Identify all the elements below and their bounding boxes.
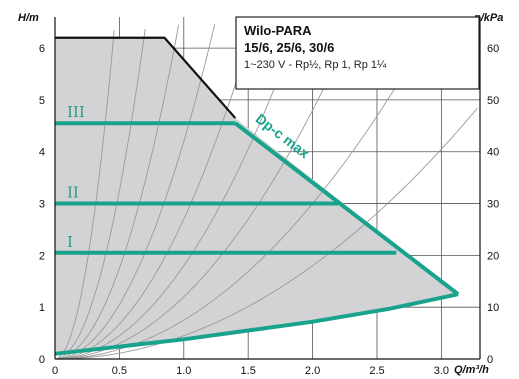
y-left-tick-label: 5	[39, 95, 45, 107]
y-right-axis-label: p/kPa	[473, 12, 503, 24]
y-left-tick-label: 2	[39, 250, 45, 262]
operating-area	[55, 37, 459, 354]
x-tick-label: 1.0	[176, 365, 191, 377]
system-curve	[55, 18, 437, 360]
x-axis-label: Q/m³/h	[454, 364, 489, 376]
y-right-tick-label: 30	[487, 199, 499, 211]
system-curve	[54, 30, 115, 360]
x-tick-label: 1.5	[241, 365, 256, 377]
speed-label-iii: III	[67, 103, 85, 121]
y-right-tick-label: 50	[487, 95, 499, 107]
y-right-tick-label: 0	[487, 354, 493, 366]
x-tick-label: 2.5	[369, 365, 384, 377]
y-right-tick-label: 40	[487, 147, 499, 159]
info-box-name: Wilo-PARA	[244, 23, 312, 38]
system-curve	[55, 107, 478, 360]
y-left-tick-label: 6	[39, 43, 45, 55]
y-right-tick-labels: 0 10 20 30 40 50 60	[487, 43, 499, 366]
y-left-tick-labels: 0 1 2 3 4 5 6	[39, 43, 45, 366]
info-box-frame	[235, 16, 480, 90]
system-curve	[54, 28, 146, 360]
min-curve-line	[54, 292, 459, 356]
dp-c-max-line	[234, 121, 460, 296]
info-box-spec: 1~230 V - Rp½, Rp 1, Rp 1¼	[244, 59, 387, 71]
x-tick-label: 3.0	[434, 365, 449, 377]
x-tick-labels: 0 0.5 1.0 1.5 2.0 2.5 3.0	[52, 365, 449, 377]
y-left-tick-label: 0	[39, 354, 45, 366]
info-box: Wilo-PARA 15/6, 25/6, 30/6 1~230 V - Rp½…	[235, 16, 480, 90]
y-left-tick-label: 3	[39, 199, 45, 211]
series-lines	[54, 121, 460, 356]
speed-label-ii: II	[67, 184, 79, 202]
y-left-axis-label: H/m	[18, 12, 39, 24]
axes	[54, 17, 481, 360]
y-left-tick-label: 4	[39, 147, 45, 159]
x-tick-label: 0	[52, 365, 58, 377]
y-right-tick-label: 20	[487, 250, 499, 262]
speed-label-i: I	[67, 233, 73, 251]
y-right-tick-label: 60	[487, 43, 499, 55]
max-envelope	[55, 36, 237, 119]
max-envelope-line	[55, 36, 237, 119]
operating-area-fill	[55, 37, 459, 354]
x-tick-label: 2.0	[305, 365, 320, 377]
info-box-models: 15/6, 25/6, 30/6	[244, 40, 334, 55]
x-tick-label: 0.5	[112, 365, 127, 377]
y-left-tick-label: 1	[39, 302, 45, 314]
y-right-tick-label: 10	[487, 302, 499, 314]
